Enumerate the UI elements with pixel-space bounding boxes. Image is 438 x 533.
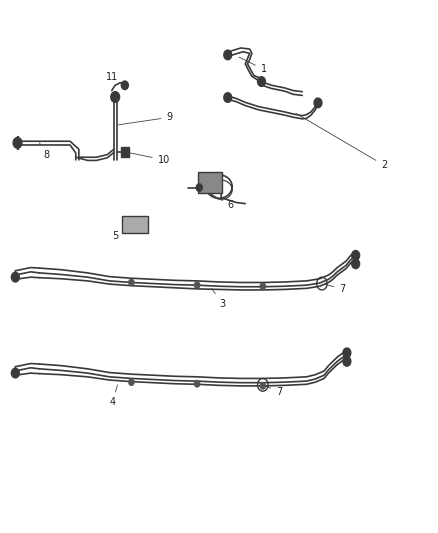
Circle shape <box>352 251 360 260</box>
Text: 6: 6 <box>202 189 234 210</box>
Circle shape <box>121 81 128 90</box>
Text: 11: 11 <box>106 72 118 85</box>
Circle shape <box>343 348 351 358</box>
Circle shape <box>194 282 200 288</box>
Circle shape <box>258 77 265 86</box>
Circle shape <box>224 93 232 102</box>
Text: 4: 4 <box>110 385 117 407</box>
Text: 10: 10 <box>128 152 170 165</box>
Text: 1: 1 <box>239 57 267 74</box>
Circle shape <box>196 184 202 191</box>
Text: 7: 7 <box>325 284 346 294</box>
Text: 8: 8 <box>39 143 50 159</box>
Circle shape <box>129 279 134 286</box>
Circle shape <box>11 272 19 282</box>
Circle shape <box>260 383 265 389</box>
Circle shape <box>13 138 22 148</box>
Circle shape <box>224 50 232 60</box>
Circle shape <box>260 283 265 289</box>
Text: 5: 5 <box>112 227 125 240</box>
Text: 2: 2 <box>296 114 387 170</box>
Text: 9: 9 <box>118 112 173 125</box>
Circle shape <box>343 357 351 366</box>
Text: 3: 3 <box>212 288 225 309</box>
Circle shape <box>111 92 120 102</box>
Circle shape <box>11 368 19 378</box>
Circle shape <box>314 98 322 108</box>
Circle shape <box>352 259 360 269</box>
FancyBboxPatch shape <box>122 216 148 233</box>
FancyBboxPatch shape <box>198 172 222 193</box>
Circle shape <box>194 381 200 387</box>
Bar <box>121 147 129 157</box>
Circle shape <box>129 379 134 385</box>
Text: 7: 7 <box>265 386 282 397</box>
